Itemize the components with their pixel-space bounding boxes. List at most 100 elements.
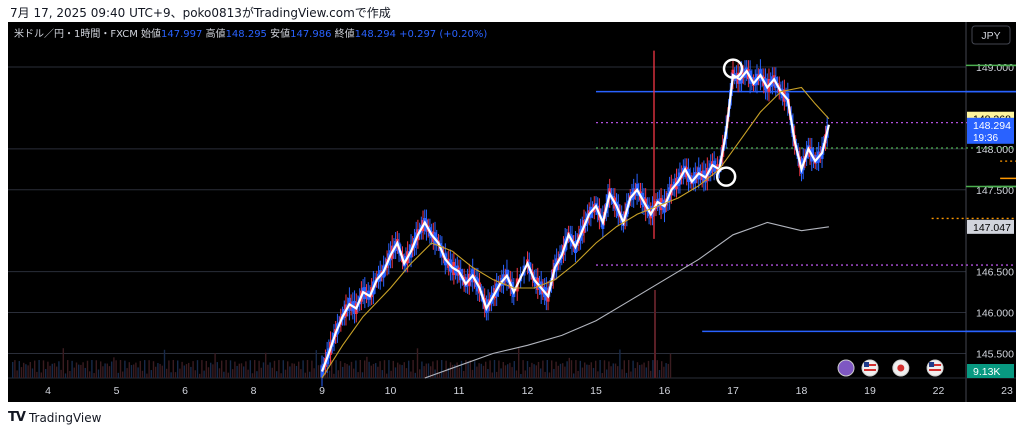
- volume-bar: [133, 364, 135, 378]
- volume-bar: [49, 365, 51, 378]
- volume-bar: [168, 360, 170, 378]
- volume-bar: [353, 368, 355, 378]
- volume-bar: [203, 370, 205, 378]
- volume-bar: [282, 360, 284, 378]
- volume-bar: [401, 365, 403, 378]
- volume-bar: [537, 361, 540, 378]
- chart-frame: 149.000 148.000 147.500 146.500 146.000 145.5…: [8, 22, 1016, 402]
- volume-bar: [661, 361, 663, 378]
- volume-bar: [25, 364, 27, 378]
- legend-open: 147.997: [161, 29, 206, 40]
- volume-bar: [93, 373, 95, 378]
- volume-bar: [520, 373, 522, 378]
- volume-bar: [273, 360, 276, 378]
- volume-bar: [335, 360, 337, 378]
- volume-bar: [150, 370, 152, 378]
- price-chart[interactable]: 149.000 148.000 147.500 146.500 146.000 145.5…: [8, 22, 1016, 402]
- volume-bar: [14, 360, 16, 378]
- currency-button[interactable]: JPY: [971, 25, 1011, 45]
- volume-bar: [300, 369, 302, 378]
- volume-bar: [302, 360, 304, 378]
- volume-bar: [247, 369, 249, 378]
- volume-bar: [276, 371, 278, 378]
- volume-bar: [80, 364, 82, 378]
- volume-bar: [621, 369, 623, 378]
- volume-bar: [249, 360, 251, 378]
- volume-bar: [304, 372, 306, 378]
- volume-bar: [342, 366, 344, 378]
- volume-bar: [152, 361, 155, 378]
- volume-bar: [271, 367, 273, 378]
- volume-bar: [89, 371, 91, 378]
- price-badge-value: 148.294: [973, 120, 1011, 132]
- volume-bar: [166, 368, 168, 378]
- price-badge-time: 19:36: [973, 133, 998, 144]
- event-other-icon[interactable]: [837, 359, 855, 377]
- volume-bar: [82, 362, 84, 378]
- volume-bar: [423, 366, 425, 378]
- volume-bar: [476, 366, 478, 378]
- volume-bar: [135, 362, 137, 378]
- volume-bar: [12, 362, 14, 378]
- volume-bar: [408, 360, 410, 378]
- brand[interactable]: TV TradingView: [8, 410, 101, 425]
- volume-bar: [513, 361, 515, 378]
- volume-bar: [139, 360, 141, 378]
- volume-bar: [669, 353, 672, 378]
- volume-bar: [64, 373, 67, 378]
- volume-bar: [280, 373, 282, 378]
- volume-bar: [533, 364, 535, 378]
- volume-bar: [652, 360, 654, 378]
- volume-bar: [465, 360, 467, 378]
- volume-bar: [551, 360, 553, 378]
- volume-bar: [328, 370, 331, 378]
- volume-bar: [337, 370, 339, 378]
- event-us-flag-icon[interactable]: [926, 359, 944, 377]
- volume-bar: [366, 356, 368, 378]
- volume-bar: [586, 364, 588, 378]
- volume-bar: [485, 361, 487, 378]
- volume-bar: [29, 361, 31, 378]
- volume-bar: [170, 372, 172, 378]
- volume-bar: [390, 370, 392, 378]
- volume-bar: [588, 364, 590, 378]
- volume-bar: [258, 360, 260, 378]
- volume-bar: [447, 367, 449, 378]
- volume-bar: [416, 348, 419, 378]
- volume-bar: [368, 361, 370, 378]
- volume-bar: [62, 348, 64, 378]
- volume-bar: [278, 360, 280, 378]
- volume-bar: [155, 366, 157, 378]
- volume-bar: [377, 366, 379, 378]
- y-tick-label: 146.000: [976, 308, 1014, 320]
- volume-bar: [496, 371, 498, 378]
- volume-bar: [245, 361, 247, 378]
- volume-bar: [124, 360, 126, 378]
- volume-bar: [432, 361, 434, 378]
- y-tick-label: 145.500: [976, 348, 1014, 360]
- volume-bar: [58, 361, 60, 378]
- volume-bar: [487, 368, 489, 378]
- volume-bar: [163, 349, 166, 378]
- marker-circle: [715, 166, 737, 187]
- candles: [320, 50, 829, 387]
- volume-bar: [31, 368, 34, 378]
- y-tick-label: 146.500: [976, 267, 1014, 279]
- volume-bar: [86, 360, 89, 378]
- volume-bar: [524, 370, 526, 378]
- event-us-flag-icon[interactable]: [861, 359, 879, 377]
- volume-bar: [397, 362, 399, 378]
- volume-bar: [628, 360, 630, 378]
- volume-bar: [126, 368, 128, 378]
- volume-bar: [254, 360, 256, 378]
- volume-bar: [632, 360, 634, 378]
- volume-bar: [234, 361, 236, 378]
- volume-spike: [654, 290, 656, 378]
- event-jp-flag-icon[interactable]: [892, 359, 910, 377]
- x-tick-label: 8: [251, 385, 257, 397]
- volume-bar: [647, 360, 650, 378]
- volume-bar: [650, 370, 652, 378]
- volume-bar: [348, 365, 350, 378]
- volume-bar: [111, 361, 113, 378]
